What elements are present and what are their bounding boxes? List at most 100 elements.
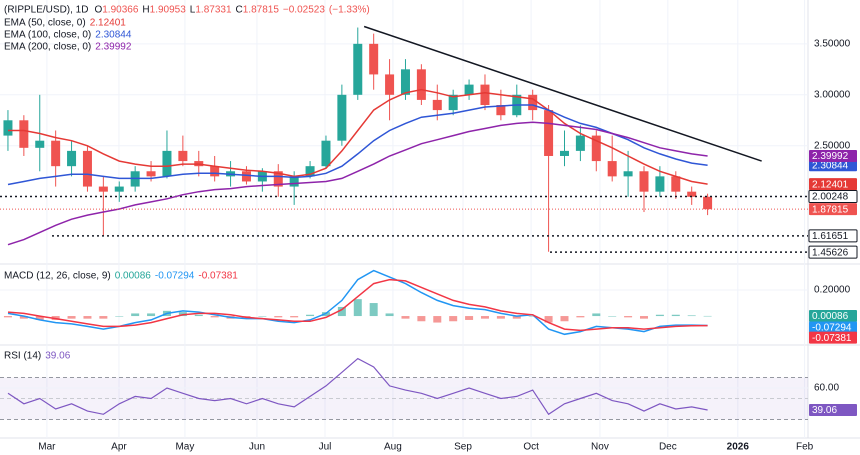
histogram-bar [655, 314, 664, 317]
trendline [363, 25, 762, 162]
x-tick-label: Apr [111, 442, 127, 453]
histogram-bar [35, 316, 44, 320]
histogram-bar [608, 316, 617, 317]
price-tag [809, 321, 857, 334]
candle-body [98, 186, 108, 192]
ema-line [7, 121, 708, 246]
candle-body [273, 171, 283, 187]
candle-body [687, 191, 697, 197]
candle-body [305, 166, 315, 177]
candle-body [671, 176, 681, 192]
histogram-bar [258, 316, 267, 317]
price-tag [809, 331, 857, 344]
candle-body [607, 161, 617, 177]
candle-body [416, 69, 426, 100]
price-tag-label: 1.45626 [812, 247, 849, 258]
histogram-bar [703, 315, 712, 317]
ema-line [8, 88, 708, 185]
candle-body [559, 150, 569, 156]
x-tick-label: 2026 [727, 442, 750, 453]
candle-body [480, 84, 490, 106]
histogram-bar [99, 316, 108, 319]
legend-text: -0.07294 [155, 271, 195, 282]
ema-line [7, 104, 708, 186]
candle-body [146, 171, 156, 177]
x-tick-label: Aug [384, 442, 402, 453]
x-tick-label: Sep [454, 442, 472, 453]
y-tick-label: 2.50000 [814, 140, 851, 151]
price-tag [809, 203, 857, 216]
candle-body [337, 94, 347, 141]
candle-body [210, 166, 220, 177]
histogram-bar [3, 316, 12, 318]
histogram-bar [449, 316, 458, 322]
candle-body [241, 171, 251, 182]
x-tick-label: Jul [319, 442, 332, 453]
candle-body [528, 94, 538, 111]
histogram-bar [624, 316, 633, 318]
legend-text: -0.07381 [198, 271, 238, 282]
histogram-bar [480, 316, 489, 319]
candle-body [321, 140, 331, 167]
histogram-bar [401, 316, 410, 319]
candle-body [82, 150, 92, 187]
candle-body [385, 74, 395, 95]
histogram-bar [576, 316, 585, 318]
candle-body [655, 176, 665, 192]
candle-body [448, 94, 458, 111]
histogram-bar [290, 316, 299, 318]
candle-body [639, 171, 649, 192]
legend-text: 1.90953 [150, 5, 187, 16]
price-tag [808, 229, 858, 243]
histogram-bar [465, 316, 474, 320]
price-tag [809, 149, 857, 162]
price-tag [809, 178, 857, 191]
histogram-bar [369, 303, 378, 317]
price-tag [808, 190, 858, 204]
histogram-bar [353, 299, 362, 317]
price-tag-label: 39.06 [812, 405, 837, 416]
histogram-bar [83, 316, 92, 319]
price-tag-label: 2.00248 [812, 192, 849, 203]
legend-text: 39.06 [45, 351, 70, 362]
y-tick-label: 0.20000 [814, 285, 851, 296]
price-tag-label: 1.61651 [812, 231, 849, 242]
legend-text: EMA (50, close, 0) [4, 18, 86, 29]
legend-text: 2.39992 [95, 42, 132, 53]
histogram-bar [560, 316, 569, 322]
candle-body [114, 186, 124, 192]
candle-body [432, 99, 442, 111]
legend-text: 1.87331 [195, 5, 232, 16]
price-tag [809, 403, 857, 416]
candle-body [464, 84, 474, 95]
legend-text: 1.87815 [243, 5, 280, 16]
macd-line [7, 269, 708, 336]
histogram-bar [592, 313, 601, 317]
price-tag-label: 2.12401 [812, 179, 849, 190]
histogram-bar [67, 316, 76, 319]
candle-body [162, 150, 172, 177]
legend-text: EMA (200, close, 0) [4, 42, 91, 53]
candle-body [703, 196, 713, 210]
price-tag-label: 1.87815 [812, 204, 849, 215]
candle-body [289, 176, 299, 187]
histogram-bar [115, 316, 124, 317]
histogram-bar [687, 315, 696, 317]
legend-text: O [94, 5, 102, 16]
histogram-bar [639, 316, 648, 319]
candle-body [353, 43, 363, 95]
legend-text: 0.00086 [115, 271, 152, 282]
legend-text: −0.02523 [283, 5, 325, 16]
price-tag-label: -0.07294 [812, 323, 852, 334]
candle-body [369, 43, 379, 75]
legend-text: 2.12401 [90, 18, 127, 29]
legend-text: L [190, 5, 196, 16]
candle-body [19, 120, 29, 148]
candle-body [496, 105, 506, 116]
price-tag-label: 2.39992 [812, 151, 849, 162]
rsi-line [7, 357, 708, 416]
price-tag-label: -0.07381 [812, 333, 852, 344]
histogram-bar [528, 316, 537, 317]
x-tick-label: Nov [591, 442, 609, 453]
